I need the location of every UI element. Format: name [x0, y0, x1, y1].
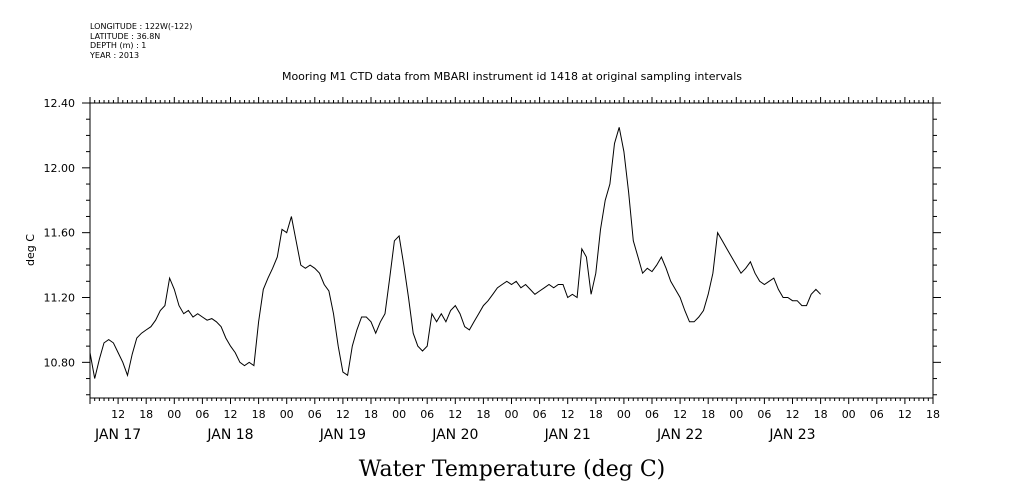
x-hour-label: 18	[589, 408, 603, 421]
x-hour-label: 18	[139, 408, 153, 421]
x-day-label: JAN 18	[206, 427, 253, 443]
y-axis-label: deg C	[24, 234, 37, 266]
plot-frame	[89, 102, 934, 399]
x-hour-label: 12	[673, 408, 687, 421]
x-hour-label: 06	[420, 408, 434, 421]
x-day-label: JAN 21	[544, 427, 591, 443]
x-hour-label: 18	[701, 408, 715, 421]
series-line	[89, 127, 821, 379]
x-hour-label: 12	[111, 408, 125, 421]
x-hour-label: 00	[729, 408, 743, 421]
x-day-label: JAN 23	[768, 427, 815, 443]
x-hour-label: 06	[870, 408, 884, 421]
x-hour-label: 18	[476, 408, 490, 421]
x-day-label: JAN 19	[319, 427, 366, 443]
x-axis: 12 18 00 06 12 18 00 06 12 18 00 06 12 18 00 06 12 18 00 06…	[89, 97, 940, 443]
x-hour-label: 00	[842, 408, 856, 421]
y-tick-label: 12.00	[44, 162, 76, 175]
x-hour-label: 06	[645, 408, 659, 421]
x-hour-label: 12	[336, 408, 350, 421]
x-hour-label: 00	[280, 408, 294, 421]
x-hour-label: 18	[926, 408, 940, 421]
depth-label: DEPTH (m) : 1	[90, 41, 147, 50]
year-label: YEAR : 2013	[90, 50, 140, 60]
chart-title: Mooring M1 CTD data from MBARI instrumen…	[282, 70, 742, 83]
x-hour-label: 06	[308, 408, 322, 421]
x-hour-label: 12	[561, 408, 575, 421]
x-hour-label: 12	[224, 408, 238, 421]
x-hour-label: 06	[757, 408, 771, 421]
y-tick-label: 12.40	[44, 97, 76, 110]
x-hour-label: 00	[505, 408, 519, 421]
y-axis: 10.80 11.20 11.60 12.00 12.40	[44, 97, 941, 396]
x-hour-label: 00	[392, 408, 406, 421]
metadata-block: LONGITUDE : 122W(-122) LATITUDE : 36.8N …	[90, 22, 192, 60]
x-day-label: JAN 20	[431, 427, 478, 443]
y-tick-label: 11.60	[44, 227, 76, 240]
x-hour-label: 12	[448, 408, 462, 421]
x-hour-label: 12	[898, 408, 912, 421]
x-hour-label: 18	[814, 408, 828, 421]
y-tick-label: 11.20	[44, 292, 76, 305]
x-hour-label: 06	[533, 408, 547, 421]
longitude-label: LONGITUDE : 122W(-122)	[90, 22, 193, 31]
y-tick-label: 10.80	[44, 356, 76, 369]
latitude-label: LATITUDE : 36.8N	[90, 31, 161, 41]
x-hour-label: 18	[364, 408, 378, 421]
x-day-label: JAN 22	[656, 427, 703, 443]
x-hour-label: 00	[617, 408, 631, 421]
x-hour-label: 12	[786, 408, 800, 421]
x-hour-label: 18	[252, 408, 266, 421]
x-day-label: JAN 17	[94, 427, 141, 443]
x-axis-label: Water Temperature (deg C)	[359, 457, 666, 482]
x-hour-label: 06	[195, 408, 209, 421]
x-hour-label: 00	[167, 408, 181, 421]
